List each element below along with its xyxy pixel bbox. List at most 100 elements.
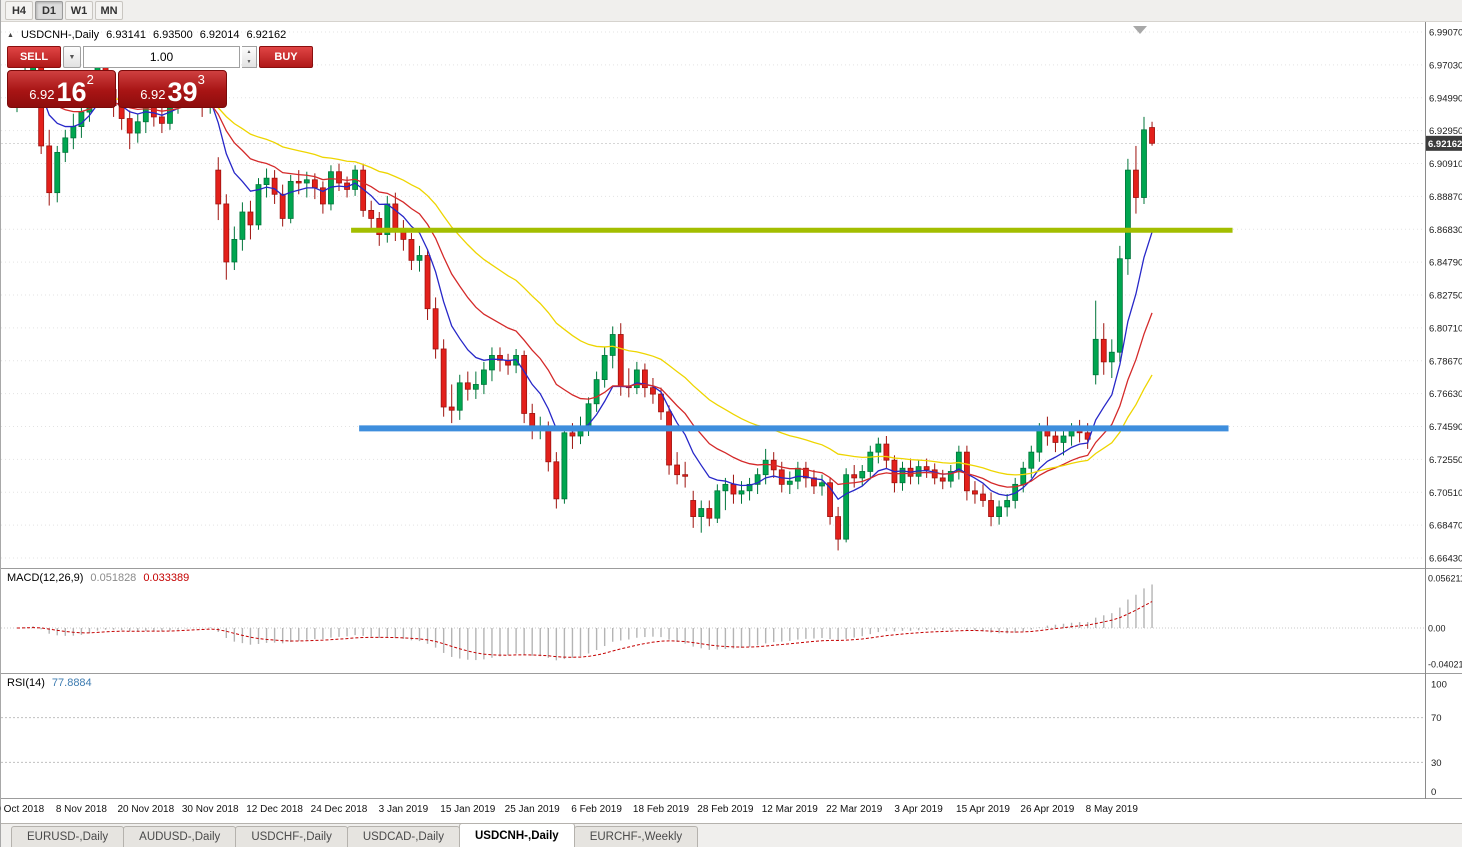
macd-signal-value: 0.033389 (143, 572, 190, 584)
price-scale-label: 6.88870 (1429, 192, 1462, 203)
timeframe-button-mn[interactable]: MN (95, 1, 123, 20)
price-scale-label: 6.94990 (1429, 93, 1462, 104)
rsi-scale-label: 30 (1431, 758, 1442, 769)
x-axis-label: 3 Jan 2019 (378, 804, 429, 815)
sell-price-pips: 16 (56, 76, 87, 107)
price-scale-label: 6.74590 (1429, 422, 1462, 433)
chart-shift-marker-icon (1133, 26, 1147, 34)
macd-scale-label: 0.056211 (1428, 574, 1462, 584)
sell-price-base: 6.92 (29, 87, 55, 102)
chart-ohlc-header: ▲ USDCNH-,Daily 6.93141 6.93500 6.92014 … (7, 29, 286, 41)
x-axis-label: 15 Jan 2019 (440, 804, 496, 815)
timeframe-button-w1[interactable]: W1 (65, 1, 93, 20)
x-axis-label: 26 Apr 2019 (1020, 804, 1075, 815)
timeframe-button-h4[interactable]: H4 (5, 1, 33, 20)
macd-scale-label: -0.040218 (1428, 659, 1462, 669)
x-axis-label: 25 Jan 2019 (504, 804, 560, 815)
sell-button[interactable]: SELL (7, 46, 61, 68)
chart-tab-active[interactable]: USDCNH-,Daily (458, 823, 575, 847)
ohlc-low: 6.92014 (199, 29, 240, 41)
volume-dropdown-button[interactable]: ▼ (63, 46, 81, 68)
timeframe-toolbar: H4 D1 W1 MN (1, 0, 1462, 22)
macd-name: MACD(12,26,9) (7, 572, 84, 584)
price-scale-label: 6.90910 (1429, 159, 1462, 170)
x-axis-label: 28 Feb 2019 (697, 804, 754, 815)
macd-scale-label: 0.00 (1428, 624, 1446, 634)
price-chart[interactable]: 6.99070 6.97030 6.94990 6.92950 6.90910 6.888… (1, 22, 1462, 568)
pane-separator[interactable] (1, 673, 1462, 674)
rsi-scale-label: 100 (1431, 680, 1447, 691)
buy-price-pips: 39 (167, 76, 198, 107)
volume-stepper: ▲ ▼ (242, 46, 257, 68)
x-axis-label: 3 Apr 2019 (894, 804, 943, 815)
pane-separator[interactable] (1, 568, 1462, 569)
x-axis-label: 30 Nov 2018 (181, 804, 239, 815)
price-scale-label: 6.70510 (1429, 488, 1462, 499)
chart-tab[interactable]: EURCHF-,Weekly (573, 826, 699, 847)
chart-tab[interactable]: EURUSD-,Daily (11, 826, 125, 847)
x-axis-label: 12 Mar 2019 (761, 804, 818, 815)
rsi-scale-label: 70 (1431, 713, 1442, 724)
bid-price-badge (1426, 135, 1462, 151)
price-scale-border (1425, 22, 1426, 799)
price-scale-label: 6.82750 (1429, 291, 1462, 302)
macd-panel[interactable]: 0.056211 0.00 -0.040218 (1, 569, 1462, 673)
macd-main-value: 0.051828 (90, 572, 137, 584)
chart-tab[interactable]: USDCHF-,Daily (235, 826, 348, 847)
buy-price-base: 6.92 (140, 87, 166, 102)
x-axis-label: 24 Dec 2018 (310, 804, 368, 815)
pane-separator[interactable] (1, 798, 1462, 799)
x-axis-label: 20 Nov 2018 (117, 804, 175, 815)
volume-input[interactable] (83, 46, 240, 68)
x-axis-label: 6 Feb 2019 (571, 804, 622, 815)
x-axis-label: 8 May 2019 (1085, 804, 1138, 815)
chart-symbol-period: USDCNH-,Daily (20, 29, 100, 41)
stepper-up-icon[interactable]: ▲ (246, 49, 252, 55)
rsi-value: 77.8884 (51, 677, 92, 689)
svg-text:6.92162: 6.92162 (1428, 139, 1462, 150)
chart-tab-bar: EURUSD-,Daily AUDUSD-,Daily USDCHF-,Daily U… (1, 823, 1462, 847)
one-click-trading-panel: SELL ▼ ▲ ▼ BUY 6.92 16 2 6.92 39 3 (7, 46, 313, 108)
sell-price-button[interactable]: 6.92 16 2 (7, 70, 116, 108)
price-scale-label: 6.97030 (1429, 60, 1462, 71)
chart-tab[interactable]: USDCAD-,Daily (346, 826, 460, 847)
price-scale-label: 6.76630 (1429, 389, 1462, 400)
x-axis-label: 12 Dec 2018 (246, 804, 303, 815)
price-scale-label: 6.78670 (1429, 356, 1462, 367)
price-scale-label: 6.92950 (1429, 126, 1462, 137)
ohlc-open: 6.93141 (106, 29, 146, 41)
rsi-scale-label: 0 (1431, 787, 1436, 798)
time-axis[interactable]: 29 Oct 2018 8 Nov 2018 20 Nov 2018 30 Nov 2… (0, 799, 1462, 823)
moving-average-line (16, 76, 1153, 501)
rsi-indicator-label: RSI(14) 77.8884 (7, 677, 92, 689)
price-scale-label: 6.80710 (1429, 323, 1462, 334)
macd-indicator-label: MACD(12,26,9) 0.051828 0.033389 (7, 572, 189, 584)
x-axis-label: 15 Apr 2019 (956, 804, 1010, 815)
rsi-panel[interactable]: 100 70 30 0 (1, 674, 1462, 798)
moving-average-line (16, 83, 1153, 476)
sell-price-point: 2 (86, 72, 94, 87)
price-scale-label: 6.66430 (1429, 554, 1462, 565)
price-scale-label: 6.99070 (1429, 28, 1462, 39)
x-axis-label: 29 Oct 2018 (0, 804, 45, 815)
buy-price-button[interactable]: 6.92 39 3 (118, 70, 227, 108)
chart-tab[interactable]: AUDUSD-,Daily (123, 826, 237, 847)
price-scale-label: 6.68470 (1429, 521, 1462, 532)
stepper-down-icon[interactable]: ▼ (246, 59, 252, 65)
macd-signal-line (16, 601, 1153, 658)
price-scale-label: 6.86830 (1429, 225, 1462, 236)
x-axis-label: 8 Nov 2018 (55, 804, 107, 815)
timeframe-button-d1[interactable]: D1 (35, 1, 63, 20)
x-axis-label: 18 Feb 2019 (632, 804, 690, 815)
tick-direction-icon: ▲ (7, 31, 14, 39)
x-axis-label: 22 Mar 2019 (826, 804, 883, 815)
price-scale-label: 6.84790 (1429, 258, 1462, 269)
ohlc-high: 6.93500 (152, 29, 193, 41)
buy-price-point: 3 (197, 72, 205, 87)
chevron-down-icon: ▼ (68, 53, 76, 61)
ohlc-close: 6.92162 (246, 29, 287, 41)
buy-button[interactable]: BUY (259, 46, 313, 68)
rsi-name: RSI(14) (7, 677, 45, 689)
price-scale-label: 6.72550 (1429, 455, 1462, 466)
